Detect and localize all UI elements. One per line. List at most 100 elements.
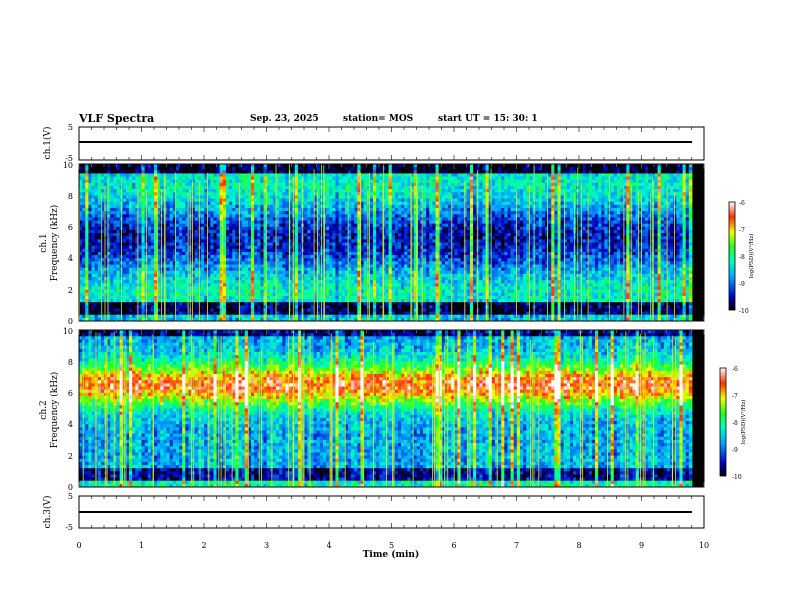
spectrogram-cell — [360, 267, 365, 272]
spectrogram-cell — [116, 182, 121, 187]
spectrogram-cell — [125, 201, 130, 206]
spectrogram-cell — [185, 280, 189, 284]
spectrogram-cell — [304, 220, 308, 225]
spectrogram-cell — [326, 170, 330, 174]
spectrogram-cell — [366, 176, 371, 181]
spectrogram-cell — [194, 267, 199, 272]
spectrogram-cell — [263, 236, 268, 240]
spectrogram-cell — [288, 176, 293, 181]
spectrogram-cell — [357, 167, 361, 171]
spectrogram-cell — [244, 173, 249, 177]
spectrogram-cell — [129, 189, 133, 193]
spectrogram-cell — [326, 226, 330, 231]
spectrogram-cell — [363, 305, 368, 309]
spectrogram-cell — [244, 258, 249, 262]
spectrogram-cell — [219, 248, 224, 253]
spectrogram-cell — [191, 173, 196, 177]
spectrogram-cell — [263, 314, 268, 319]
spectrogram-cell — [235, 317, 239, 322]
spectrogram-cell — [366, 267, 371, 272]
spectrogram-cell — [360, 229, 365, 234]
spectrogram-cell — [372, 317, 377, 322]
spectrogram-cell — [366, 223, 371, 228]
spectrogram-cell — [138, 220, 142, 225]
spectrogram-cell — [166, 189, 171, 193]
spectrogram-cell — [219, 189, 224, 193]
spectrogram-cell — [232, 176, 236, 181]
spectrogram-cell — [88, 317, 92, 322]
spectrogram-cell — [213, 195, 218, 199]
spectrogram-cell — [297, 305, 302, 309]
spectrogram-cell — [207, 176, 211, 181]
spectrogram-cell — [135, 302, 139, 306]
spectrogram-cell — [229, 189, 233, 193]
spectrogram-cell — [107, 182, 111, 187]
station-label: station= MOS — [343, 114, 413, 124]
spectrogram-cell — [288, 164, 293, 168]
spectrogram-cell — [182, 201, 186, 206]
spectrogram-cell — [307, 211, 311, 215]
spectrogram-cell — [266, 280, 271, 284]
spectrogram-cell — [157, 308, 161, 312]
spectrogram-cell — [363, 167, 368, 171]
spectrogram-cell — [191, 182, 196, 187]
spectrogram-cell — [144, 182, 149, 187]
spectrogram-cell — [91, 270, 96, 275]
spectrogram-cell — [141, 292, 146, 297]
spectrogram-cell — [110, 280, 114, 284]
spectrogram-cell — [329, 270, 333, 275]
spectrogram-cell — [307, 295, 311, 300]
spectrogram-cell — [347, 179, 352, 184]
spectrogram-cell — [141, 226, 146, 231]
spectrogram-cell — [269, 214, 274, 218]
spectrogram-cell — [135, 292, 139, 297]
spectrogram-cell — [182, 305, 186, 309]
spectrogram-cell — [266, 308, 271, 312]
spectrogram-cell — [326, 258, 330, 262]
spectrogram-cell — [322, 164, 327, 168]
spectrogram-cell — [116, 198, 121, 203]
spectrogram-cell — [91, 255, 96, 259]
spectrogram-cell — [169, 233, 174, 237]
spectrogram-cell — [91, 173, 96, 177]
spectrogram-cell — [110, 185, 114, 190]
spectrogram-cell — [263, 295, 268, 300]
spectrogram-cell — [354, 233, 358, 237]
spectrogram-cell — [316, 314, 321, 319]
spectrogram-cell — [329, 226, 333, 231]
spectrogram-cell — [369, 277, 374, 281]
spectrogram-cell — [329, 207, 333, 212]
spectrogram-cell — [229, 292, 233, 297]
spectrogram-cell — [347, 226, 352, 231]
spectrogram-cell — [357, 289, 361, 294]
spectrogram-cell — [229, 277, 233, 281]
spectrogram-cell — [229, 198, 233, 203]
spectrogram-cell — [194, 251, 199, 256]
spectrogram-cell — [247, 286, 252, 290]
spectrogram-cell — [247, 179, 252, 184]
spectrogram-cell — [132, 236, 136, 240]
spectrogram-cell — [91, 195, 96, 199]
spectrogram-cell — [372, 242, 377, 247]
spectrogram-cell — [301, 192, 305, 196]
spectrogram-cell — [154, 242, 158, 247]
spectrogram-cell — [307, 264, 311, 269]
spectrogram-cell — [225, 170, 230, 174]
spectrogram-cell — [135, 226, 139, 231]
spectrogram-cell — [272, 167, 277, 171]
spectrogram-cell — [332, 314, 336, 319]
spectrogram-cell — [344, 239, 349, 243]
spectrogram-cell — [388, 170, 393, 174]
spectrogram-cell — [379, 317, 383, 322]
spectrogram-cell — [225, 280, 230, 284]
spectrogram-cell — [225, 317, 230, 322]
spectrogram-cell — [154, 167, 158, 171]
spectrogram-cell — [200, 245, 205, 250]
spectrogram-cell — [216, 264, 221, 269]
spectrogram-cell — [263, 308, 268, 312]
spectrogram-cell — [97, 261, 102, 265]
spectrogram-cell — [372, 207, 377, 212]
spectrogram-cell — [332, 277, 336, 281]
spectrogram-cell — [313, 179, 318, 184]
spectrogram-cell — [279, 223, 283, 228]
